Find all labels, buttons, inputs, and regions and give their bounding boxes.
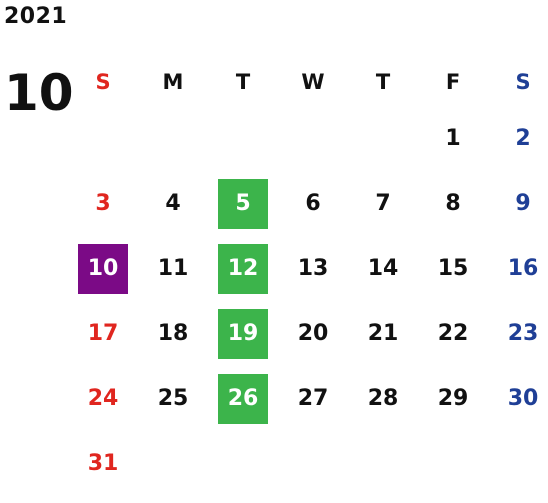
day-cell: 22 bbox=[418, 301, 488, 366]
day-number: 29 bbox=[437, 386, 469, 411]
highlighted-day: 12 bbox=[218, 243, 268, 294]
day-number: 23 bbox=[507, 321, 539, 346]
day-cell bbox=[278, 431, 348, 496]
weekday-header-sun: S bbox=[95, 70, 111, 94]
day-number: 6 bbox=[305, 191, 321, 216]
calendar-grid: S M T W T F S 1 2 3 4 5 6 7 8 9 10 11 12… bbox=[68, 58, 548, 496]
day-number: 21 bbox=[367, 321, 399, 346]
month-number: 10 bbox=[4, 64, 74, 122]
day-cell bbox=[138, 106, 208, 171]
day-cell bbox=[68, 106, 138, 171]
day-cell: 19 bbox=[208, 301, 278, 366]
day-number: 14 bbox=[367, 256, 399, 281]
day-cell: 9 bbox=[488, 171, 548, 236]
day-number: 2 bbox=[515, 126, 531, 151]
day-number: 25 bbox=[157, 386, 189, 411]
day-number: 11 bbox=[157, 256, 189, 281]
day-number: 27 bbox=[297, 386, 329, 411]
day-number bbox=[148, 114, 198, 164]
day-cell: 15 bbox=[418, 236, 488, 301]
day-cell: 17 bbox=[68, 301, 138, 366]
day-number: 18 bbox=[157, 321, 189, 346]
day-cell: 13 bbox=[278, 236, 348, 301]
day-cell bbox=[278, 106, 348, 171]
day-number: 16 bbox=[507, 256, 539, 281]
day-number bbox=[218, 439, 268, 489]
day-number: 20 bbox=[297, 321, 329, 346]
day-number: 8 bbox=[445, 191, 461, 216]
day-cell: 25 bbox=[138, 366, 208, 431]
day-number: 9 bbox=[515, 191, 531, 216]
day-cell: 16 bbox=[488, 236, 548, 301]
day-cell: 5 bbox=[208, 171, 278, 236]
weekday-header-wed: W bbox=[301, 70, 325, 94]
day-number bbox=[218, 114, 268, 164]
day-cell: 31 bbox=[68, 431, 138, 496]
day-number: 17 bbox=[87, 321, 119, 346]
day-cell: 24 bbox=[68, 366, 138, 431]
day-cell bbox=[208, 431, 278, 496]
day-cell: 8 bbox=[418, 171, 488, 236]
day-cell bbox=[138, 431, 208, 496]
day-cell: 12 bbox=[208, 236, 278, 301]
day-number: 4 bbox=[165, 191, 181, 216]
day-number bbox=[428, 439, 478, 489]
day-cell: 30 bbox=[488, 366, 548, 431]
day-number: 30 bbox=[507, 386, 539, 411]
day-cell: 21 bbox=[348, 301, 418, 366]
day-cell: 18 bbox=[138, 301, 208, 366]
day-number bbox=[288, 439, 338, 489]
weekday-header-thu: T bbox=[375, 70, 391, 94]
day-number bbox=[358, 114, 408, 164]
day-number bbox=[498, 439, 548, 489]
weekday-header-mon: M bbox=[162, 70, 184, 94]
day-number bbox=[78, 114, 128, 164]
day-number: 31 bbox=[87, 451, 119, 476]
day-number: 1 bbox=[445, 126, 461, 151]
day-cell bbox=[208, 106, 278, 171]
weekday-header-tue: T bbox=[235, 70, 251, 94]
day-cell: 3 bbox=[68, 171, 138, 236]
day-number: 28 bbox=[367, 386, 399, 411]
day-cell bbox=[348, 431, 418, 496]
day-cell: 4 bbox=[138, 171, 208, 236]
day-cell: 26 bbox=[208, 366, 278, 431]
day-cell: 1 bbox=[418, 106, 488, 171]
day-cell: 23 bbox=[488, 301, 548, 366]
highlighted-day: 5 bbox=[218, 178, 268, 229]
day-number bbox=[288, 114, 338, 164]
year-label: 2021 bbox=[4, 4, 68, 29]
day-number: 22 bbox=[437, 321, 469, 346]
highlighted-day: 10 bbox=[78, 243, 128, 294]
highlighted-day: 26 bbox=[218, 373, 268, 424]
day-cell: 14 bbox=[348, 236, 418, 301]
day-number bbox=[148, 439, 198, 489]
weekday-header-fri: F bbox=[445, 70, 461, 94]
highlighted-day: 19 bbox=[218, 308, 268, 359]
day-cell bbox=[488, 431, 548, 496]
day-cell bbox=[348, 106, 418, 171]
day-number: 15 bbox=[437, 256, 469, 281]
day-number: 3 bbox=[95, 191, 111, 216]
day-number: 7 bbox=[375, 191, 391, 216]
day-cell: 28 bbox=[348, 366, 418, 431]
day-cell bbox=[418, 431, 488, 496]
day-cell: 29 bbox=[418, 366, 488, 431]
day-cell: 7 bbox=[348, 171, 418, 236]
day-cell: 20 bbox=[278, 301, 348, 366]
day-cell: 10 bbox=[68, 236, 138, 301]
day-cell: 6 bbox=[278, 171, 348, 236]
day-number bbox=[358, 439, 408, 489]
day-cell: 27 bbox=[278, 366, 348, 431]
day-cell: 2 bbox=[488, 106, 548, 171]
weekday-header-sat: S bbox=[515, 70, 531, 94]
day-number: 24 bbox=[87, 386, 119, 411]
day-number: 13 bbox=[297, 256, 329, 281]
day-cell: 11 bbox=[138, 236, 208, 301]
